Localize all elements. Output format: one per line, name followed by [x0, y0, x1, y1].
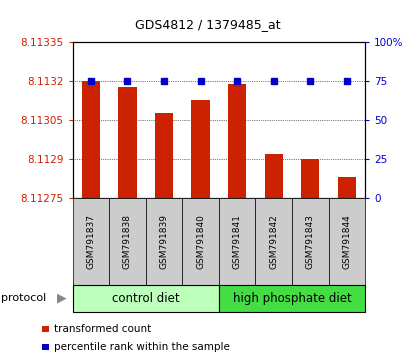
Text: ▶: ▶	[57, 292, 67, 305]
Text: protocol: protocol	[1, 293, 46, 303]
Text: GSM791837: GSM791837	[86, 214, 95, 269]
Text: GSM791839: GSM791839	[159, 214, 168, 269]
Text: GSM791844: GSM791844	[342, 214, 352, 269]
Text: GSM791843: GSM791843	[306, 214, 315, 269]
Text: GSM791840: GSM791840	[196, 214, 205, 269]
Bar	[301, 159, 320, 198]
Text: GSM791842: GSM791842	[269, 214, 278, 269]
Text: percentile rank within the sample: percentile rank within the sample	[54, 342, 230, 352]
Bar	[265, 154, 283, 198]
Bar	[228, 84, 247, 198]
Bar	[118, 87, 137, 198]
Bar	[191, 99, 210, 198]
Text: high phosphate diet: high phosphate diet	[233, 292, 352, 305]
Text: control diet: control diet	[112, 292, 180, 305]
Text: transformed count: transformed count	[54, 324, 151, 334]
Text: GSM791841: GSM791841	[233, 214, 242, 269]
Bar	[155, 113, 173, 198]
Bar	[338, 177, 356, 198]
Bar	[82, 81, 100, 198]
Text: GDS4812 / 1379485_at: GDS4812 / 1379485_at	[135, 18, 280, 31]
Text: GSM791838: GSM791838	[123, 214, 132, 269]
